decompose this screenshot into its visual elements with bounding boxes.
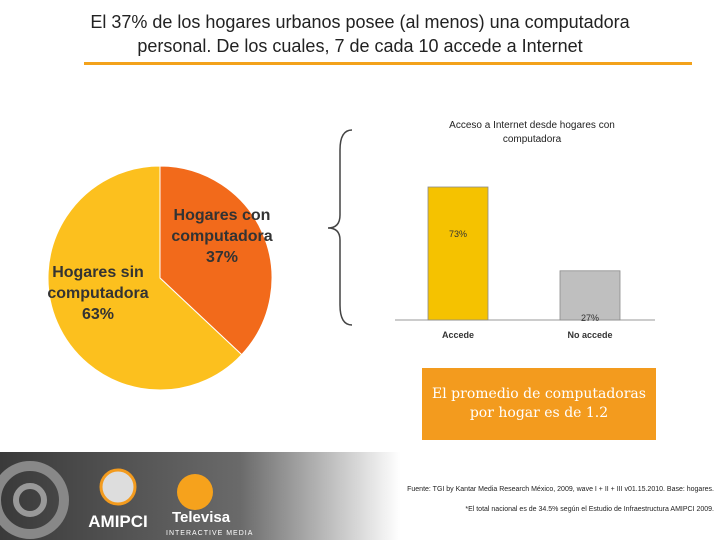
callout: El promedio de computadoras por hogar es… <box>422 368 656 440</box>
pie-category-label: Hogares con computadora <box>171 207 273 245</box>
amipci-icon <box>99 468 137 506</box>
logo-subtext: INTERACTIVE MEDIA <box>166 530 253 537</box>
pie-slice <box>47 165 243 391</box>
logo-text: AMIPCI <box>88 512 148 531</box>
bar-chart-title: Acceso a Internet desde hogares con compu… <box>449 120 615 145</box>
televisa-icon <box>177 474 213 510</box>
decor-ring <box>0 461 69 539</box>
x-tick-label: Accede <box>442 330 474 340</box>
bracket <box>327 129 353 326</box>
decor-ring <box>13 483 47 517</box>
pie-category-label: Hogares sin computadora <box>47 264 149 302</box>
pie-value-label: 37% <box>205 249 239 266</box>
footnote: Fuente: TGI by Kantar Media Research Méx… <box>407 486 714 493</box>
bar <box>559 270 621 321</box>
bar-value-label: 73% <box>449 229 467 239</box>
bar <box>427 186 489 321</box>
logo-text: Televisa <box>172 509 231 526</box>
pie-slice <box>159 165 273 356</box>
slide-title: El 37% de los hogares urbanos posee (al … <box>90 12 630 56</box>
x-tick-label: No accede <box>567 330 612 340</box>
bar-value-label: 27% <box>581 313 599 323</box>
title-rule <box>84 62 692 65</box>
footnote: *El total nacional es de 34.5% según el … <box>465 506 714 513</box>
pie-value-label: 63% <box>81 306 115 323</box>
